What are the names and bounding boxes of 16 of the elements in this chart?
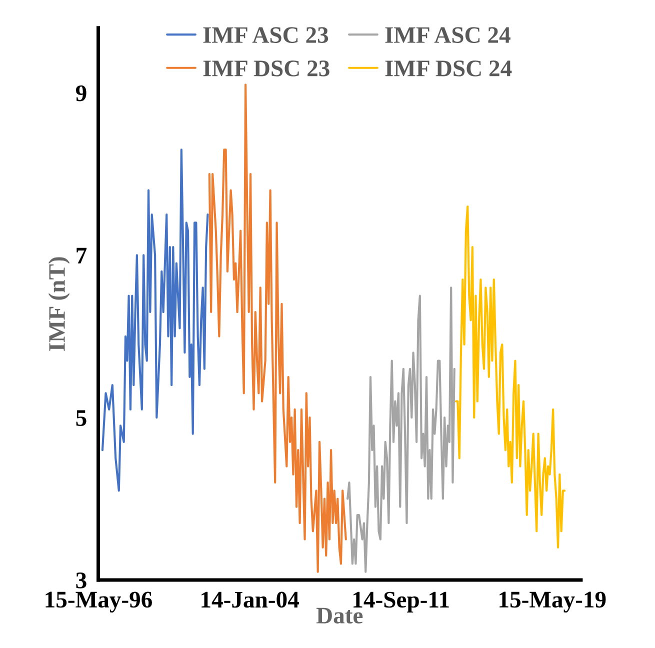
line-series — [454, 205, 566, 549]
line-series — [346, 286, 456, 573]
legend-label: IMF DSC 23 — [203, 60, 330, 76]
line-series — [208, 84, 347, 573]
line-series — [101, 148, 209, 492]
y-tick-label: 9 — [76, 85, 86, 102]
y-tick-label: 3 — [76, 572, 86, 588]
y-tick-label: 5 — [76, 410, 86, 426]
legend-label: IMF ASC 23 — [203, 27, 328, 44]
x-tick-label: 14-Jan-04 — [202, 592, 299, 608]
y-tick-label: 7 — [76, 248, 87, 264]
y-axis-title: IMF (nT) — [48, 257, 70, 351]
legend-label: IMF DSC 24 — [385, 60, 512, 76]
x-tick-label: 15-May-96 — [46, 592, 152, 612]
x-tick-label: 15-May-19 — [500, 592, 606, 612]
legend-label: IMF ASC 24 — [385, 27, 510, 44]
